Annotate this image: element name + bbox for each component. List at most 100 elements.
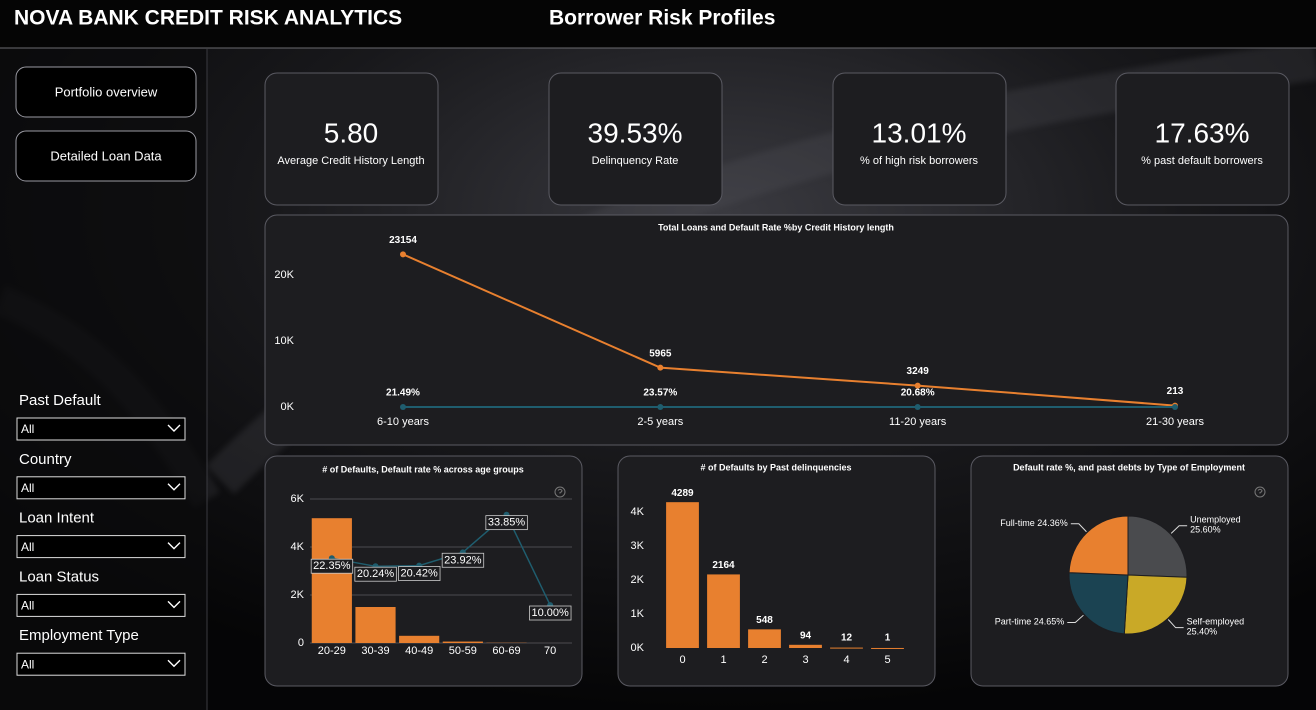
- bar: [311, 518, 352, 643]
- dropdown[interactable]: All: [16, 417, 186, 441]
- dropdown-chevron[interactable]: [167, 424, 181, 432]
- y-tick-label: 2K: [291, 589, 305, 601]
- dropdown-chevron[interactable]: [167, 483, 181, 491]
- chart-panel: [264, 214, 1289, 446]
- pie-slice: [1127, 515, 1188, 578]
- slice-value: 25.40%: [1187, 627, 1218, 637]
- leader-line: [1067, 614, 1084, 624]
- value-label: 2164: [712, 560, 735, 571]
- dropdown-value[interactable]: All: [21, 481, 34, 495]
- help-icon-glyph[interactable]: [557, 488, 563, 494]
- nav-button[interactable]: Portfolio overview: [15, 66, 197, 118]
- dropdown[interactable]: All: [16, 535, 186, 559]
- value-label: 21.49%: [386, 388, 420, 399]
- x-tick-label: 6-10 years: [377, 416, 429, 428]
- slice-label: Part-time 24.65%: [995, 617, 1065, 627]
- line-point: [400, 403, 406, 410]
- dropdown-chevron[interactable]: [167, 659, 181, 668]
- slice-name: Unemployed: [1190, 515, 1241, 525]
- nav-button-label[interactable]: Detailed Loan Data: [50, 148, 162, 163]
- filter-label: Employment Type: [19, 627, 139, 644]
- kpi-label: % of high risk borrowers: [860, 155, 978, 167]
- nav-button[interactable]: Detailed Loan Data: [15, 130, 197, 182]
- value-label: 23.92%: [444, 554, 482, 566]
- leader-line: [1070, 523, 1087, 533]
- chart-title: # of Defaults by Past delinquencies: [700, 462, 851, 472]
- value-label: 23.57%: [643, 388, 677, 399]
- x-tick-label: 5: [884, 654, 890, 666]
- help-icon-circle[interactable]: [554, 486, 566, 498]
- y-tick-label: 6K: [291, 493, 305, 505]
- kpi-card: [1115, 72, 1290, 206]
- dropdown-chevron[interactable]: [167, 600, 181, 609]
- bar: [399, 635, 440, 643]
- help-icon[interactable]: [554, 486, 566, 498]
- slice-name: Full-time: [1000, 518, 1035, 528]
- help-icon-circle[interactable]: [1254, 486, 1266, 498]
- x-tick-label: 2: [761, 654, 767, 666]
- nav-button-label[interactable]: Portfolio overview: [55, 84, 158, 99]
- bar: [789, 644, 822, 648]
- kpi-value: 17.63%: [1155, 117, 1250, 148]
- help-icon-glyph[interactable]: [1257, 488, 1263, 494]
- dropdown-value[interactable]: All: [21, 540, 34, 554]
- line-point: [400, 251, 406, 258]
- value-label: 20.42%: [401, 568, 439, 580]
- kpi-label: % past default borrowers: [1141, 155, 1263, 167]
- filter-label: Past Default: [19, 392, 102, 409]
- y-tick-label: 10K: [274, 335, 294, 347]
- dropdown[interactable]: All: [16, 476, 186, 500]
- dropdown-chevron[interactable]: [167, 542, 181, 550]
- y-tick-label: 4K: [631, 506, 645, 518]
- value-label: 3249: [907, 366, 930, 377]
- kpi-label: Delinquency Rate: [592, 155, 679, 167]
- dropdown[interactable]: All: [16, 593, 186, 617]
- dropdown-box[interactable]: [16, 535, 186, 559]
- nav-button-box[interactable]: [15, 130, 197, 182]
- dropdown-value[interactable]: All: [21, 422, 34, 436]
- value-label: 548: [756, 615, 773, 626]
- value-label: 10.00%: [532, 607, 570, 619]
- dropdown-value[interactable]: All: [21, 657, 34, 671]
- x-tick-label: 21-30 years: [1146, 416, 1205, 428]
- value-label-box: [485, 515, 528, 531]
- charts: Total Loans and Default Rate %by Credit …: [274, 222, 1245, 666]
- value-label-box: [398, 566, 441, 581]
- value-label-box: [354, 566, 397, 582]
- slice-value: 24.65%: [1034, 617, 1065, 627]
- filter-label: Loan Status: [19, 568, 99, 585]
- value-label-box: [529, 605, 572, 621]
- header-bar: [0, 0, 1316, 48]
- x-tick-label: 20-29: [318, 645, 346, 657]
- x-tick-label: 0: [679, 654, 685, 666]
- kpi-label: Average Credit History Length: [277, 155, 424, 167]
- dropdown-box[interactable]: [16, 593, 186, 617]
- y-tick-label: 1K: [631, 608, 645, 620]
- x-tick-label: 50-59: [449, 645, 477, 657]
- y-tick-label: 20K: [274, 269, 294, 281]
- value-label: 5965: [649, 348, 672, 359]
- dropdown-box[interactable]: [16, 652, 186, 676]
- pie-slice: [1123, 574, 1188, 635]
- help-icon[interactable]: [1254, 486, 1266, 498]
- filter-label: Country: [19, 451, 72, 468]
- pie-slice: [1068, 515, 1129, 576]
- value-label: 213: [1167, 386, 1184, 397]
- pie-slice: [1068, 572, 1129, 635]
- bar: [355, 607, 396, 643]
- dropdown-box[interactable]: [16, 476, 186, 500]
- value-label: 4289: [671, 488, 694, 499]
- bar: [830, 647, 863, 649]
- dropdown-box[interactable]: [16, 417, 186, 441]
- x-tick-label: 30-39: [361, 645, 389, 657]
- dropdown[interactable]: All: [16, 652, 186, 676]
- x-tick-label: 40-49: [405, 645, 433, 657]
- kpi-card: [264, 72, 439, 206]
- slice-name: Self-employed: [1187, 617, 1245, 627]
- x-tick-label: 60-69: [492, 645, 520, 657]
- x-tick-label: 3: [802, 654, 808, 666]
- nav-button-box[interactable]: [15, 66, 197, 118]
- line-point: [657, 403, 664, 410]
- dropdown-value[interactable]: All: [21, 599, 34, 613]
- value-label: 33.85%: [488, 517, 526, 529]
